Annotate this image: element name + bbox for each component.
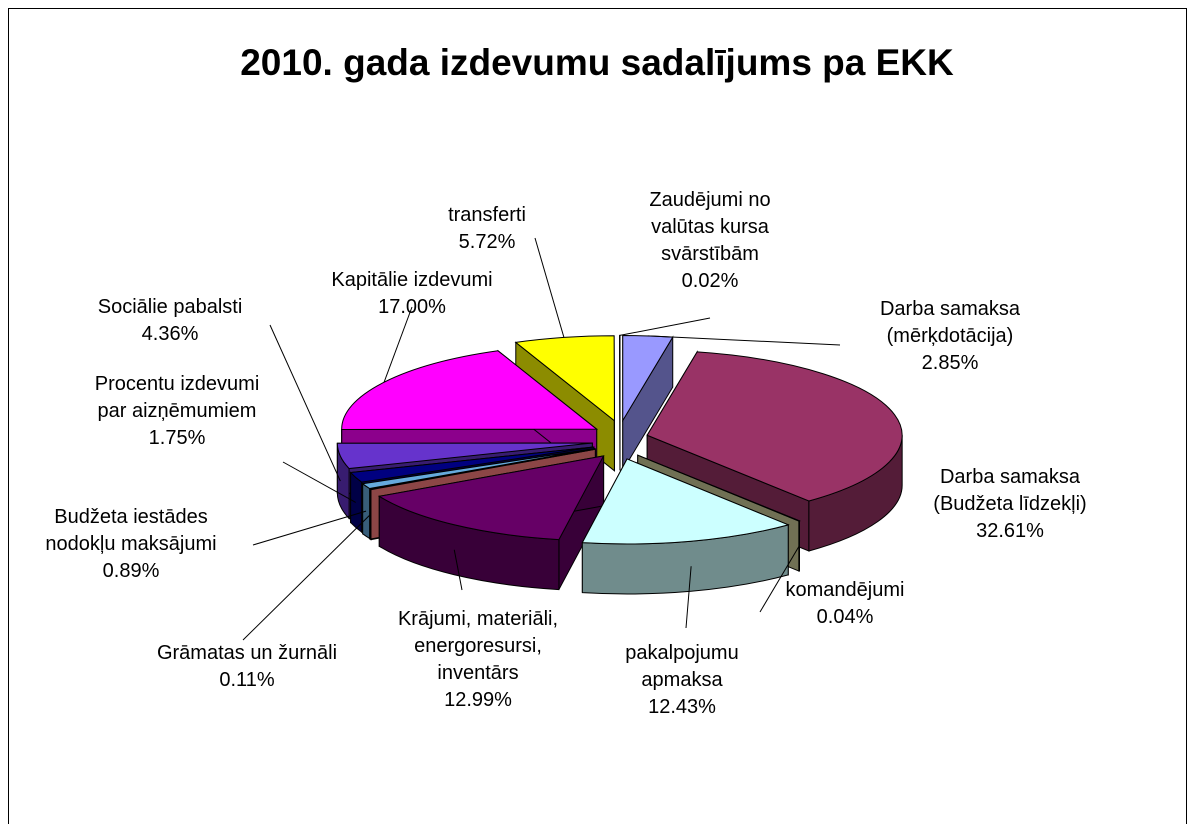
value-label: 0.89%: [103, 560, 160, 582]
leader-line: [383, 306, 413, 383]
slice-label: Budžeta iestādes nodokļu maksājumi: [45, 506, 216, 555]
slice-label: Procentu izdevumi par aizņēmumiem: [95, 373, 260, 422]
value-label: 12.43%: [648, 696, 716, 718]
slice-top: [646, 351, 903, 502]
chart-border: [8, 8, 1187, 824]
value-label: 32.61%: [976, 520, 1044, 542]
leader-line: [453, 549, 463, 591]
slice-top: [581, 458, 790, 545]
value-label: 1.75%: [149, 427, 206, 449]
leader-line: [252, 510, 367, 546]
slice-top: [349, 446, 594, 483]
pie: [336, 334, 903, 595]
chart-title: 2010. gada izdevumu sadalījums pa EKK: [240, 42, 954, 83]
value-label: 5.72%: [459, 231, 516, 253]
slice-top: [368, 448, 596, 491]
leader-line: [534, 237, 565, 338]
value-label: 0.11%: [219, 669, 274, 691]
leader-line: [685, 566, 692, 629]
slice-label: Kapitālie izdevumi: [331, 269, 492, 291]
value-label: 0.02%: [682, 270, 739, 292]
value-label: 2.85%: [922, 352, 979, 374]
value-label: 12.99%: [444, 689, 512, 711]
value-label: 4.36%: [142, 323, 199, 345]
value-label: 0.04%: [817, 606, 874, 628]
slice-label: Sociālie pabalsti: [98, 296, 243, 318]
slice-top: [336, 442, 593, 470]
slice: [622, 334, 674, 473]
slice-top: [637, 454, 802, 522]
leader-line: [759, 545, 800, 613]
slice-top: [377, 455, 605, 541]
leader-line: [269, 324, 341, 482]
slice-label: Grāmatas un žurnāli: [157, 642, 337, 664]
slice-label: Zaudējumi no valūtas kursa svārstībām: [649, 189, 770, 265]
slice-label: Krājumi, materiāli, energoresursi, inventā…: [398, 608, 558, 684]
slice-label: Darba samaksa (mērķdotācija): [880, 298, 1021, 347]
slice: [377, 455, 605, 591]
value-label: 17.00%: [378, 296, 446, 318]
slice-wall: [362, 482, 371, 540]
slice-label: komandējumi: [786, 579, 905, 601]
leader-line: [619, 317, 711, 336]
slice-label: transferti: [448, 204, 526, 226]
leader-line: [282, 461, 356, 503]
leader-line: [647, 335, 841, 346]
slice: [581, 458, 790, 595]
slice-label: Darba samaksa (Budžeta līdzekļi): [933, 466, 1086, 515]
slice-label: pakalpojumu apmaksa: [625, 642, 738, 691]
leader-line: [242, 514, 371, 641]
